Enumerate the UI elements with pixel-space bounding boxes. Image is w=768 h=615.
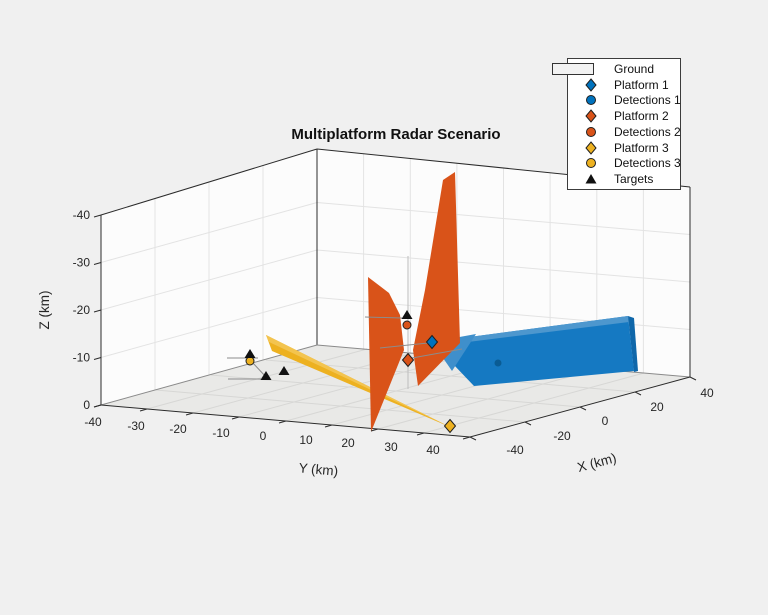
x-tick-label: 40 — [700, 386, 714, 400]
z-tick-label: -40 — [73, 208, 91, 222]
target-marker — [401, 310, 413, 319]
circle-icon — [586, 95, 596, 106]
target-marker — [278, 366, 290, 375]
legend-item-targets: Targets — [568, 171, 680, 187]
legend-label: Detections 2 — [614, 124, 681, 139]
z-tick-label: -30 — [73, 256, 91, 270]
z-axis-label: Z (km) — [37, 291, 52, 330]
x-tick-label: -40 — [506, 443, 524, 457]
triangle-icon — [585, 174, 597, 184]
y-tick-label: -20 — [169, 422, 187, 436]
y-tick-label: -40 — [84, 415, 102, 429]
ground-swatch-icon — [552, 62, 594, 75]
x-tick-label: 20 — [650, 400, 664, 414]
y-tick-labels: -40 -30 -20 -10 0 10 20 30 40 — [84, 415, 440, 457]
diamond-icon — [585, 109, 597, 123]
y-tick-label: 40 — [426, 443, 440, 457]
plot-title: Multiplatform Radar Scenario — [291, 126, 500, 143]
detection1-marker — [494, 359, 502, 367]
z-tick-label: -20 — [73, 303, 91, 317]
legend-item-platform2: Platform 2 — [568, 108, 680, 124]
legend-label: Platform 2 — [614, 109, 669, 124]
z-tick-labels: 0 -10 -20 -30 -40 — [73, 208, 91, 412]
detection3-marker — [245, 356, 255, 366]
legend-item-ground: Ground — [552, 61, 680, 77]
target-marker — [244, 349, 256, 358]
circle-icon — [586, 126, 596, 137]
x-tick-labels: -40 -20 0 20 40 — [506, 386, 714, 457]
y-tick-label: 30 — [384, 440, 398, 454]
platform3-marker — [443, 418, 457, 434]
legend-label: Targets — [614, 172, 654, 187]
target-marker — [260, 371, 272, 380]
legend-label: Detections 3 — [614, 156, 681, 171]
axes-walls — [101, 149, 690, 437]
x-axis-label: X (km) — [576, 450, 618, 475]
legend[interactable]: Ground Platform 1 Detections 1 Platform … — [552, 58, 681, 190]
legend-item-detections2: Detections 2 — [568, 124, 681, 140]
markers — [244, 310, 457, 434]
radar-beam-platform3 — [266, 335, 450, 427]
platform2-marker — [401, 352, 415, 368]
y-tick-label: 10 — [299, 433, 313, 447]
y-axis-label: Y (km) — [298, 460, 339, 478]
circle-icon — [586, 158, 596, 169]
legend-item-detections3: Detections 3 — [568, 156, 681, 172]
orange-fan-right — [413, 172, 460, 386]
platform1-marker — [425, 334, 439, 350]
detection2-marker — [402, 320, 412, 330]
y-tick-label: 20 — [341, 436, 355, 450]
legend-item-platform1: Platform 1 — [568, 77, 680, 93]
radar-beam-platform2 — [368, 172, 460, 432]
legend-item-detections1: Detections 1 — [568, 93, 681, 109]
z-tick-label: 0 — [83, 398, 90, 412]
x-tick-label: -20 — [553, 429, 571, 443]
y-tick-label: -30 — [127, 419, 145, 433]
legend-label: Platform 3 — [614, 140, 669, 155]
orange-fan-left — [368, 277, 404, 432]
legend-label: Detections 1 — [614, 93, 681, 108]
axis-ticks — [93, 214, 697, 441]
diamond-icon — [585, 77, 597, 92]
legend-label: Ground — [614, 61, 655, 76]
ground-patch-swatch — [552, 62, 614, 75]
y-tick-label: -10 — [212, 426, 230, 440]
diamond-icon — [585, 140, 597, 155]
legend-item-platform3: Platform 3 — [568, 140, 680, 156]
legend-label: Platform 1 — [614, 77, 669, 92]
z-tick-label: -10 — [73, 351, 91, 365]
x-tick-label: 0 — [602, 414, 609, 428]
y-tick-label: 0 — [260, 429, 267, 443]
